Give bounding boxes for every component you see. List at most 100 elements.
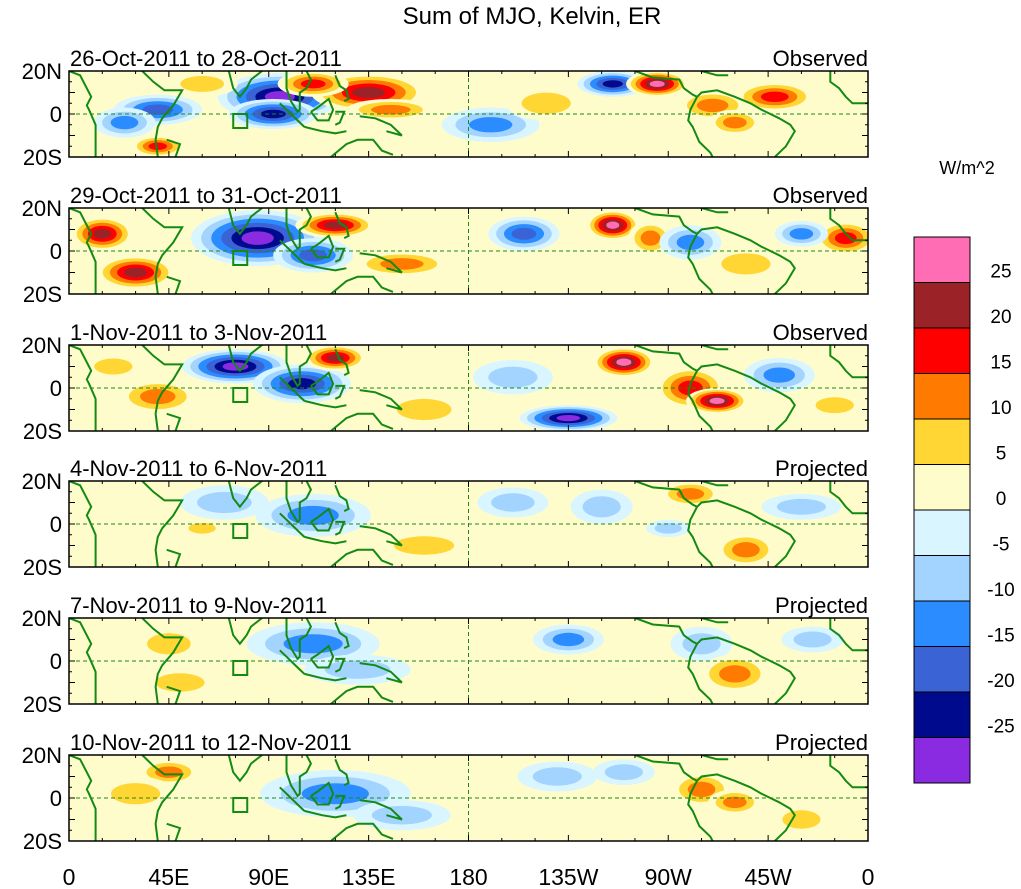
contour-band <box>654 523 682 534</box>
coastline <box>310 371 335 396</box>
coastline <box>334 758 350 787</box>
anomaly-blob <box>95 776 176 811</box>
coastline <box>227 755 263 783</box>
lon-label: 135W <box>538 864 598 889</box>
region-box <box>232 523 249 539</box>
anomaly-blob <box>708 789 762 816</box>
anomaly-blob <box>179 485 269 520</box>
coastline <box>701 208 729 214</box>
lat-label: 20S <box>23 282 62 307</box>
contour-band <box>197 491 252 514</box>
lat-label: 20S <box>23 145 62 170</box>
coastline <box>696 499 796 567</box>
map-panel-1: 20N 0 20S 26-Oct-2011 to 28-Oct-2011 Observe… <box>22 46 869 170</box>
colorbar-swatch <box>913 737 971 784</box>
anomaly-blob <box>133 626 205 661</box>
colorbar-label: -20 <box>987 671 1014 692</box>
coastline <box>696 89 796 157</box>
panel-date-range: 1-Nov-2011 to 3-Nov-2011 <box>70 320 327 345</box>
panel-status: Observed <box>773 183 868 208</box>
colorbar-units: W/m^2 <box>939 158 994 178</box>
coastline <box>304 399 347 409</box>
anomaly-blob <box>277 71 349 97</box>
anomaly-blob <box>379 392 469 427</box>
coastline <box>696 226 796 294</box>
coastline <box>687 96 714 157</box>
anomaly-blob <box>803 392 866 419</box>
coastline <box>829 71 868 105</box>
coastline <box>304 672 347 682</box>
anomaly-blob <box>781 626 844 653</box>
coastline <box>279 512 305 538</box>
coastline <box>69 208 97 294</box>
coastline <box>334 794 346 810</box>
map-panel-6: 20N 0 20S 10-Nov-2011 to 12-Nov-2011 Project… <box>22 730 869 854</box>
lat-label: 20S <box>23 419 62 444</box>
anomaly-blob <box>705 246 786 282</box>
contour-band <box>155 766 183 778</box>
colorbar-swatch <box>913 464 971 511</box>
contour-band <box>606 221 620 229</box>
contour-band <box>180 75 225 92</box>
coastline <box>141 71 184 157</box>
anomaly-blob <box>82 353 145 380</box>
lat-label: 20N <box>22 606 62 631</box>
contour-band <box>404 667 511 698</box>
coastline <box>279 102 305 128</box>
anomaly-blob <box>770 804 833 835</box>
anomaly-blob <box>626 71 689 97</box>
contour-band <box>124 267 147 278</box>
anomaly-blob <box>586 210 640 241</box>
coastline <box>696 636 796 704</box>
coastline <box>334 621 350 650</box>
contour-band <box>324 660 391 679</box>
contour-band <box>763 367 796 383</box>
coastlines <box>69 481 868 567</box>
coastline <box>279 786 305 812</box>
coastline <box>330 412 394 431</box>
lon-label: 45W <box>744 864 792 889</box>
coastline <box>334 247 346 263</box>
coastline <box>279 649 305 675</box>
colorbar-label: 15 <box>990 353 1011 374</box>
coastline <box>634 755 698 782</box>
contour-band <box>719 665 751 683</box>
anomaly-blob <box>506 86 587 121</box>
colorbar: W/m^2 25 20 15 10 5 0 -5 -10 -15 -20 -25 <box>913 158 1015 784</box>
coastline <box>330 822 394 841</box>
lat-label: 20N <box>22 59 62 84</box>
coastline <box>285 71 313 114</box>
coastline <box>687 233 714 294</box>
contour-band <box>394 536 455 555</box>
map-panel-5: 20N 0 20S 7-Nov-2011 to 9-Nov-2011 Projected <box>22 593 869 717</box>
coastline <box>334 110 346 126</box>
colorbar-label: -10 <box>987 580 1014 601</box>
chart-title: Sum of MJO, Kelvin, ER <box>403 3 662 30</box>
coastline <box>687 370 714 431</box>
coastline <box>334 211 350 239</box>
panel-status: Observed <box>773 46 868 71</box>
coastline <box>310 507 335 532</box>
anomaly-blob <box>714 532 778 567</box>
coastlines <box>69 755 868 841</box>
contour-band <box>301 783 369 805</box>
coastline <box>829 345 868 379</box>
contour-band <box>468 117 513 133</box>
coastline <box>304 535 347 545</box>
coastline <box>829 481 868 515</box>
lon-label: 0 <box>862 864 875 889</box>
coastline <box>330 275 394 294</box>
colorbar-label: 10 <box>990 398 1011 419</box>
anomaly-blob <box>295 212 376 239</box>
colorbar-swatch <box>913 236 971 283</box>
coastline <box>829 618 868 652</box>
colorbar-label: 25 <box>990 262 1011 283</box>
contour-band <box>241 231 274 245</box>
region-box <box>232 113 249 129</box>
contour-band <box>649 80 665 88</box>
contour-band <box>148 142 168 150</box>
coastline <box>227 208 263 236</box>
coastline <box>141 481 184 567</box>
colorbar-swatch <box>913 509 971 556</box>
colorbar-swatch <box>913 691 971 738</box>
